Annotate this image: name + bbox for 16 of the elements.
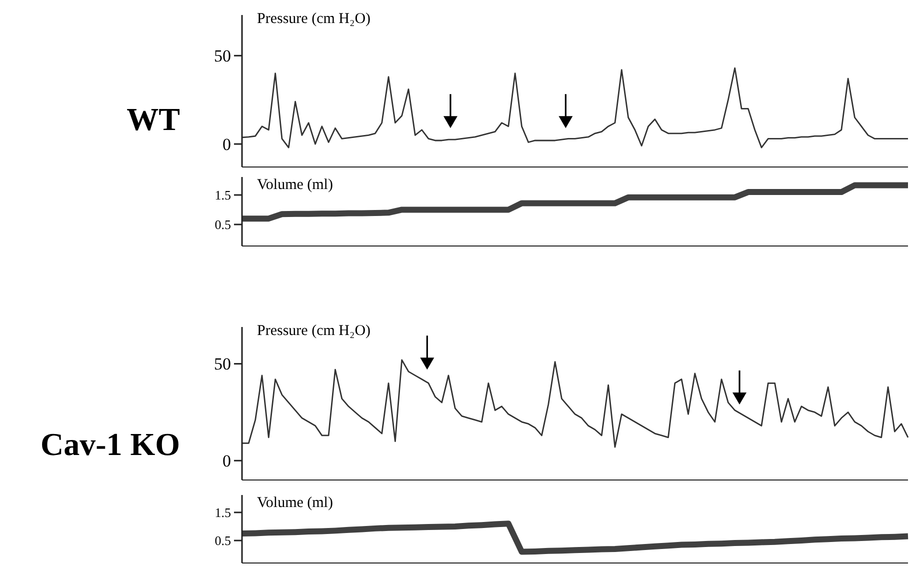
y-axis-title: Pressure (cm H₂O) [257,323,371,339]
y-axis-title: Volume (ml) [257,177,333,193]
y-tick-label: 0 [222,452,231,471]
line-series [241,359,909,448]
y-tick-label: 1.5 [214,188,231,203]
y-tick-label: 0.5 [214,533,231,548]
y-axis-title: Volume (ml) [257,495,333,511]
line-series [241,67,909,148]
y-tick-label: 1.5 [214,504,231,520]
text: WT [126,101,180,137]
y-tick-label: 50 [214,354,231,374]
y-tick-label: 50 [214,46,231,66]
text: Cav-1 KO [40,426,180,462]
y-tick-label: 0.5 [214,217,231,232]
y-axis-title: Pressure (cm H₂O) [257,11,371,27]
y-tick-label: 0 [222,134,231,154]
